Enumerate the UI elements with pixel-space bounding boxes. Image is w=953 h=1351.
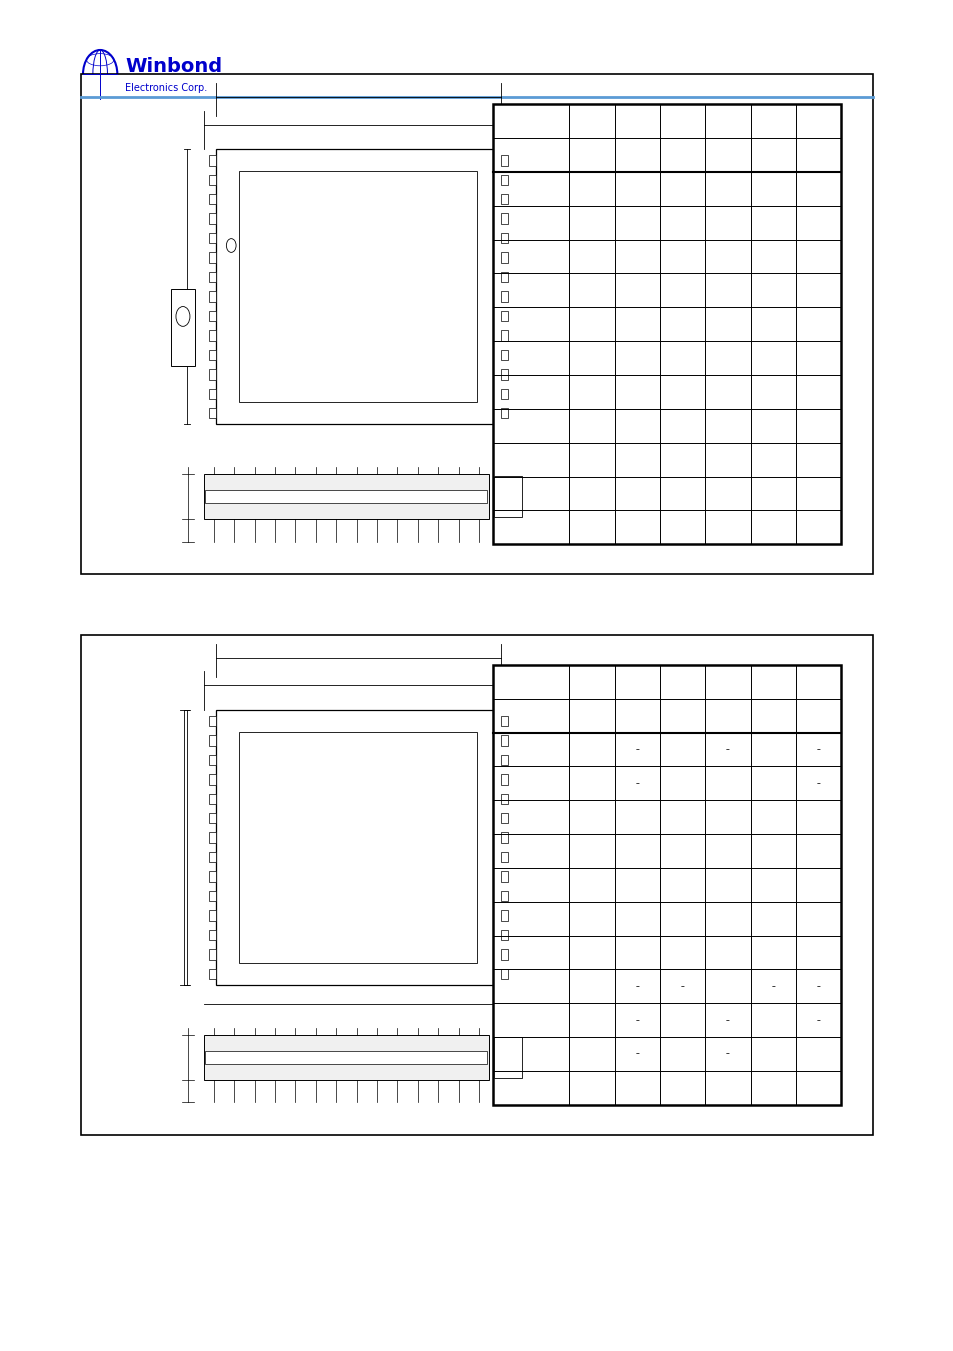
Bar — [500, 950, 507, 959]
Text: Winbond: Winbond — [125, 57, 222, 76]
Bar — [500, 755, 507, 765]
Bar — [493, 477, 521, 517]
Bar — [500, 852, 507, 862]
Bar — [209, 774, 215, 785]
Text: –: – — [771, 982, 775, 990]
Bar — [204, 1035, 488, 1079]
Bar — [500, 735, 507, 746]
Bar — [209, 213, 215, 224]
Bar — [500, 969, 507, 979]
Bar — [209, 950, 215, 959]
Text: –: – — [635, 744, 639, 754]
Bar — [500, 369, 507, 380]
Bar — [239, 172, 476, 403]
Bar — [209, 832, 215, 843]
Bar — [209, 735, 215, 746]
Bar — [500, 813, 507, 824]
Bar — [500, 793, 507, 804]
Bar — [500, 253, 507, 263]
Text: –: – — [680, 982, 684, 990]
Bar — [500, 311, 507, 322]
Bar — [209, 408, 215, 419]
Text: –: – — [635, 1016, 639, 1025]
Text: –: – — [725, 744, 729, 754]
Bar — [209, 311, 215, 322]
Bar — [209, 755, 215, 765]
Bar — [500, 155, 507, 166]
Bar — [500, 774, 507, 785]
Bar — [205, 490, 487, 504]
Bar — [500, 292, 507, 301]
Bar — [500, 832, 507, 843]
Bar — [209, 793, 215, 804]
Bar — [209, 969, 215, 979]
Bar — [209, 813, 215, 824]
Text: –: – — [725, 1016, 729, 1025]
Bar — [215, 711, 500, 985]
Text: –: – — [725, 1050, 729, 1059]
Bar — [81, 74, 872, 574]
Bar — [209, 292, 215, 301]
Bar — [204, 474, 488, 519]
Bar — [209, 890, 215, 901]
Bar — [500, 272, 507, 282]
Bar — [500, 350, 507, 361]
Text: –: – — [816, 780, 820, 788]
Bar — [500, 330, 507, 340]
Bar — [500, 911, 507, 921]
Bar — [215, 150, 500, 424]
Text: –: – — [816, 1016, 820, 1025]
Bar — [500, 195, 507, 204]
Bar — [209, 272, 215, 282]
Bar — [172, 289, 194, 366]
Bar — [500, 716, 507, 727]
Text: –: – — [816, 982, 820, 990]
Bar — [209, 350, 215, 361]
Text: Electronics Corp.: Electronics Corp. — [125, 82, 207, 93]
Bar — [209, 852, 215, 862]
Text: –: – — [635, 780, 639, 788]
Bar — [209, 911, 215, 921]
Bar — [209, 253, 215, 263]
Bar — [209, 195, 215, 204]
Bar — [81, 635, 872, 1135]
Bar — [209, 232, 215, 243]
Bar — [493, 104, 841, 544]
Bar — [209, 155, 215, 166]
Bar — [500, 232, 507, 243]
Bar — [500, 871, 507, 882]
Bar — [209, 389, 215, 399]
Bar — [500, 174, 507, 185]
Bar — [209, 716, 215, 727]
Bar — [500, 408, 507, 419]
Bar — [493, 1038, 521, 1078]
Bar — [500, 890, 507, 901]
Bar — [209, 929, 215, 940]
Bar — [209, 369, 215, 380]
Bar — [205, 1051, 487, 1065]
Bar — [493, 665, 841, 1105]
Bar — [500, 389, 507, 399]
Bar — [500, 213, 507, 224]
Bar — [500, 929, 507, 940]
Text: –: – — [635, 1050, 639, 1059]
Bar — [209, 174, 215, 185]
Text: –: – — [635, 982, 639, 990]
Bar — [209, 330, 215, 340]
Text: –: – — [816, 744, 820, 754]
Bar — [239, 732, 476, 963]
Bar — [209, 871, 215, 882]
